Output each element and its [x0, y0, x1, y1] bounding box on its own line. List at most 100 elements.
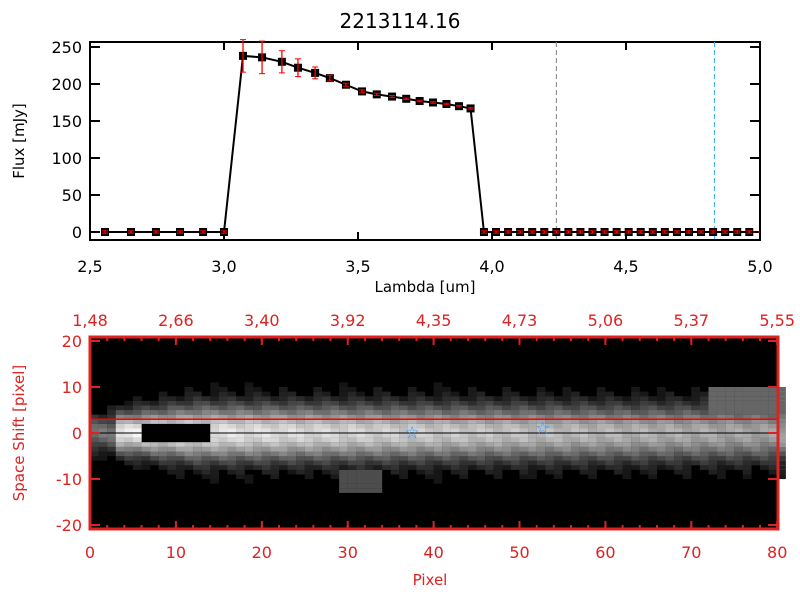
image-cell: [493, 423, 503, 429]
image-cell: [639, 437, 649, 443]
image-cell: [107, 423, 116, 429]
image-cell: [760, 460, 769, 466]
image-cell: [708, 460, 718, 466]
image-cell: [218, 400, 228, 406]
image-cell: [175, 465, 185, 470]
image-cell: [287, 410, 297, 415]
image-cell: [218, 428, 228, 434]
image-cell: [347, 446, 357, 452]
image-cell: [519, 446, 529, 452]
image-cell: [304, 446, 314, 452]
image-cell: [132, 460, 142, 466]
image-cell: [442, 442, 451, 447]
image-cell: [425, 428, 434, 434]
image-cell: [708, 428, 718, 434]
image-cell: [399, 405, 408, 411]
image-cell: [510, 451, 520, 457]
image-cell: [459, 446, 469, 452]
image-cell: [244, 456, 254, 461]
image-cell: [313, 460, 323, 466]
image-cell: [674, 469, 683, 475]
image-cell: [304, 437, 314, 443]
image-cell: [485, 451, 494, 457]
image-cell: [467, 405, 477, 411]
image-cell: [613, 465, 623, 470]
image-cell: [184, 405, 194, 411]
image-cell: [184, 456, 194, 461]
image-cell: [98, 423, 108, 429]
image-cell: [150, 446, 159, 452]
image-cell: [339, 391, 348, 397]
image-cell: [433, 460, 443, 466]
image-cell: [132, 405, 142, 411]
image-cell: [639, 446, 649, 452]
image-cell: [227, 433, 237, 438]
image-cell: [382, 442, 391, 447]
image-cell: [304, 451, 314, 457]
image-cell: [596, 456, 606, 461]
image-cell: [528, 396, 537, 401]
image-cell: [175, 396, 185, 401]
image-cell: [407, 400, 417, 406]
image-cell: [699, 428, 709, 434]
image-cell: [218, 410, 228, 415]
image-cell: [347, 483, 357, 489]
image-cell: [485, 442, 494, 447]
image-cell: [562, 465, 572, 470]
image-cell: [476, 446, 486, 452]
image-cell: [708, 414, 718, 420]
image-cell: [553, 456, 563, 461]
image-cell: [382, 405, 391, 411]
image-cell: [210, 474, 219, 480]
image-cell: [699, 419, 709, 424]
image-cell: [304, 419, 314, 424]
image-cell: [304, 433, 314, 438]
image-cell: [287, 419, 297, 424]
image-cell: [330, 396, 340, 401]
image-cell: [571, 446, 580, 452]
image-cell: [141, 419, 151, 424]
image-cell: [596, 428, 606, 434]
image-cell: [648, 456, 658, 461]
image-cell: [708, 423, 718, 429]
image-cell: [244, 474, 254, 480]
image-cell: [648, 446, 658, 452]
image-cell: [278, 437, 288, 443]
image-cell: [382, 419, 391, 424]
image-cell: [502, 391, 512, 397]
image-cell: [751, 410, 761, 415]
image-cell: [639, 451, 649, 457]
image-cell: [768, 405, 778, 411]
image-cell: [442, 451, 451, 457]
image-cell: [485, 410, 494, 415]
image-cell: [639, 405, 649, 411]
image-cell: [425, 451, 434, 457]
image-cell: [639, 442, 649, 447]
y-tick-label: 0: [72, 223, 82, 242]
image-cell: [244, 442, 254, 447]
star-marker-icon: ☆: [535, 418, 550, 438]
image-cell: [760, 391, 769, 397]
image-cell: [502, 400, 512, 406]
image-cell: [158, 400, 168, 406]
image-cell: [347, 400, 357, 406]
image-cell: [528, 465, 537, 470]
image-cell: [691, 387, 700, 392]
image-cell: [467, 437, 477, 443]
image-cell: [519, 428, 529, 434]
image-cell: [416, 451, 426, 457]
image-cell: [244, 405, 254, 411]
image-cell: [236, 423, 245, 429]
image-cell: [236, 465, 245, 470]
image-cell: [364, 451, 374, 457]
image-cell: [270, 433, 280, 438]
image-cell: [296, 451, 305, 457]
image-cell: [261, 391, 271, 397]
image-cell: [467, 414, 477, 420]
y-tick-label: 0: [72, 424, 82, 443]
image-cell: [321, 396, 331, 401]
image-cell: [596, 433, 606, 438]
image-cell: [107, 446, 116, 452]
image-cell: [519, 474, 529, 480]
image-cell: [751, 446, 761, 452]
